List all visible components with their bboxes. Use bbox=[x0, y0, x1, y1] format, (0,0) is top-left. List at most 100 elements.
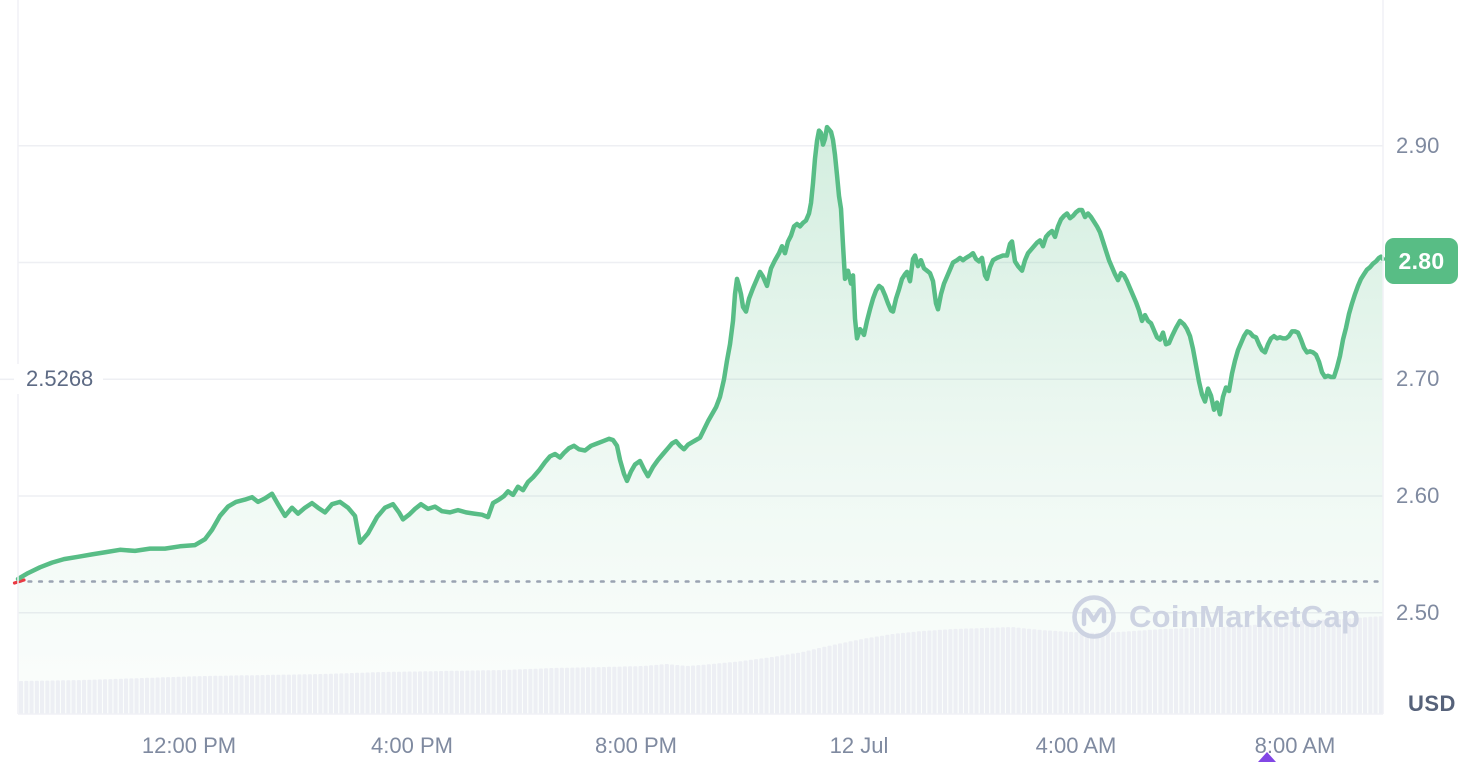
volume-bar bbox=[103, 679, 108, 714]
volume-bar bbox=[538, 668, 543, 714]
volume-bar bbox=[239, 675, 244, 714]
volume-bar bbox=[832, 644, 837, 714]
volume-bar bbox=[213, 675, 218, 714]
volume-bar bbox=[1305, 620, 1310, 714]
volume-bar bbox=[838, 643, 843, 714]
volume-bar bbox=[1021, 628, 1026, 714]
volume-bar bbox=[922, 630, 927, 714]
volume-bar bbox=[344, 673, 349, 714]
volume-bar bbox=[822, 646, 827, 714]
volume-bar bbox=[759, 658, 764, 714]
volume-bar bbox=[932, 630, 937, 714]
volume-bar bbox=[1105, 632, 1110, 714]
volume-bar bbox=[1221, 626, 1226, 714]
volume-bar bbox=[1300, 621, 1305, 714]
volume-bar bbox=[1042, 630, 1047, 714]
volume-bar bbox=[974, 628, 979, 714]
volume-bar bbox=[229, 675, 234, 714]
volume-bar bbox=[339, 673, 344, 714]
volume-bar bbox=[1053, 630, 1058, 714]
volume-bar bbox=[769, 657, 774, 714]
volume-bar bbox=[1111, 632, 1116, 714]
volume-bar bbox=[61, 680, 66, 714]
volume-bar bbox=[223, 675, 228, 714]
volume-bar bbox=[675, 665, 680, 714]
volume-bar bbox=[439, 671, 444, 714]
volume-bar bbox=[255, 675, 260, 714]
volume-bar bbox=[386, 671, 391, 714]
volume-bar bbox=[171, 677, 176, 714]
volume-bar bbox=[376, 672, 381, 714]
volume-bar bbox=[292, 674, 297, 714]
volume-bar bbox=[192, 676, 197, 714]
volume-bar bbox=[1116, 631, 1121, 714]
volume-bar bbox=[1189, 628, 1194, 714]
volume-bar bbox=[796, 652, 801, 714]
volume-bar bbox=[1347, 618, 1352, 714]
volume-bar bbox=[517, 669, 522, 714]
volume-bar bbox=[990, 627, 995, 714]
volume-bar bbox=[680, 665, 685, 714]
volume-bar bbox=[1378, 616, 1383, 714]
volume-bar bbox=[433, 671, 438, 714]
volume-bar bbox=[19, 681, 24, 714]
volume-bar bbox=[1342, 618, 1347, 714]
volume-bar bbox=[801, 651, 806, 714]
volume-bar bbox=[1363, 617, 1368, 714]
volume-bar bbox=[134, 678, 139, 714]
volume-bar bbox=[685, 665, 690, 714]
volume-bar bbox=[1273, 623, 1278, 714]
volume-bar bbox=[208, 675, 213, 714]
volume-bar bbox=[334, 673, 339, 714]
volume-bar bbox=[580, 667, 585, 714]
volume-bar bbox=[76, 680, 81, 714]
volume-bar bbox=[1069, 631, 1074, 714]
volume-bar bbox=[302, 674, 307, 714]
volume-bar bbox=[71, 680, 76, 714]
volume-bar bbox=[554, 667, 559, 714]
volume-bar bbox=[486, 670, 491, 714]
volume-bar bbox=[565, 667, 570, 714]
reference-price-label: 2.5268 bbox=[14, 364, 104, 395]
volume-bar bbox=[544, 668, 549, 714]
volume-bar bbox=[202, 676, 207, 714]
volume-bar bbox=[1016, 627, 1021, 714]
volume-bar bbox=[806, 650, 811, 714]
volume-bar bbox=[586, 667, 591, 714]
volume-bar bbox=[155, 677, 160, 714]
volume-bar bbox=[1074, 632, 1079, 714]
time-scrubber-marker[interactable] bbox=[1258, 752, 1276, 762]
volume-bar bbox=[712, 663, 717, 714]
current-price-badge: 2.80 bbox=[1385, 238, 1458, 284]
volume-bar bbox=[1373, 616, 1378, 714]
volume-bar bbox=[1247, 625, 1252, 714]
volume-bar bbox=[869, 637, 874, 714]
volume-bar bbox=[964, 628, 969, 714]
volume-bar bbox=[1331, 619, 1336, 714]
volume-bar bbox=[512, 669, 517, 714]
volume-bar bbox=[874, 636, 879, 714]
volume-bar bbox=[150, 677, 155, 714]
volume-bar bbox=[943, 629, 948, 714]
volume-bar bbox=[481, 670, 486, 714]
volume-bar bbox=[502, 669, 507, 714]
volume-bar bbox=[1216, 627, 1221, 714]
volume-bar bbox=[617, 666, 622, 714]
volume-bar bbox=[1352, 618, 1357, 714]
volume-bar bbox=[454, 670, 459, 714]
volume-bar bbox=[1268, 623, 1273, 714]
volume-bar bbox=[1179, 628, 1184, 714]
x-axis-tick-label: 8:00 PM bbox=[595, 733, 677, 758]
volume-bar bbox=[1011, 627, 1016, 714]
watermark: CoinMarketCap bbox=[1070, 593, 1360, 641]
volume-bar bbox=[995, 627, 1000, 714]
volume-bar bbox=[790, 653, 795, 714]
volume-bar bbox=[1226, 626, 1231, 714]
volume-bar bbox=[1142, 630, 1147, 714]
volume-bar bbox=[323, 673, 328, 714]
volume-bar bbox=[748, 659, 753, 714]
volume-bar bbox=[664, 664, 669, 714]
volume-bar bbox=[1263, 624, 1268, 714]
volume-bar bbox=[1032, 629, 1037, 714]
